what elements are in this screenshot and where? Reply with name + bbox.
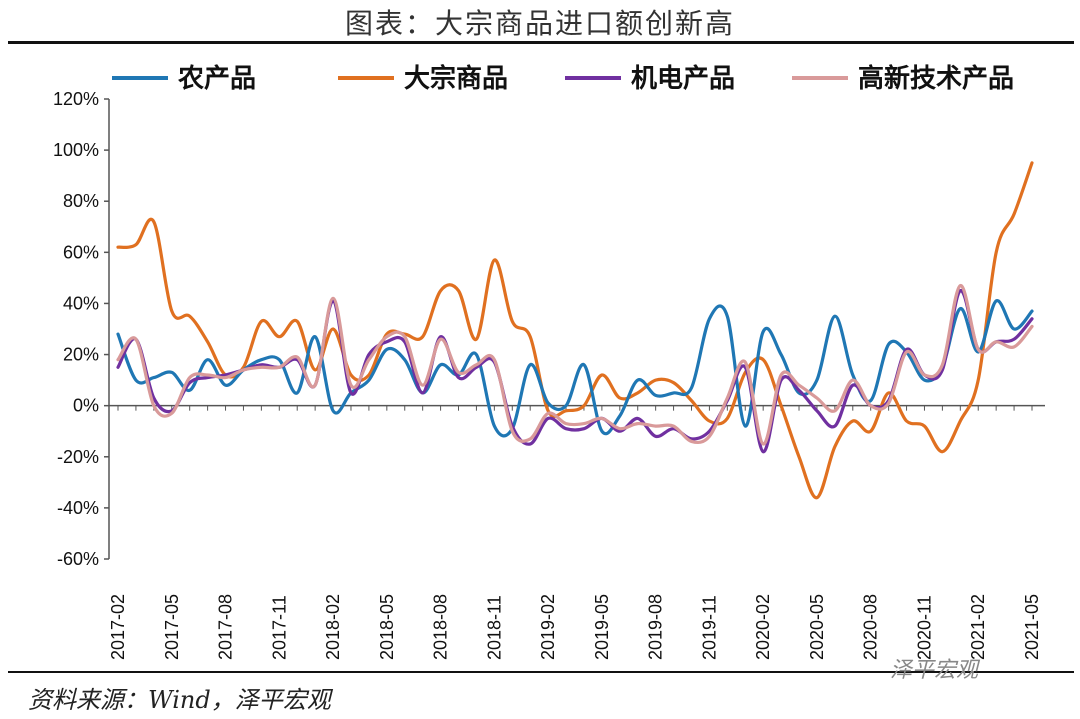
y-tick-label: 120%: [53, 89, 99, 109]
x-tick-label: 2017-05: [162, 594, 182, 660]
series-line-0: [116, 299, 1034, 438]
legend: 农产品 大宗商品 机电产品 高新技术产品: [112, 63, 1014, 94]
x-tick-label: 2018-08: [431, 594, 451, 660]
x-axis: 2017-02 2017-05 2017-08 2017-11 2018-02 2018-…: [108, 404, 1045, 660]
legend-label-1: 大宗商品: [404, 63, 508, 94]
y-tick-label: 0%: [73, 396, 99, 416]
x-tick-label: 2019-11: [699, 595, 719, 660]
x-tick-label: 2018-02: [323, 594, 343, 660]
watermark: 泽平宏观: [890, 658, 979, 683]
source-rule: [8, 671, 1074, 673]
source-note: 资料来源：Wind，泽平宏观: [28, 686, 331, 714]
series-line-2: [116, 289, 1034, 454]
y-tick-label: 20%: [63, 345, 99, 365]
y-tick-label: 80%: [63, 191, 99, 211]
x-tick-label: 2019-05: [592, 594, 612, 660]
series-lines: [116, 161, 1034, 500]
legend-label-2: 机电产品: [631, 64, 735, 94]
legend-label-0: 农产品: [177, 64, 256, 94]
y-tick-label: 60%: [63, 242, 99, 262]
x-tick-label: 2020-05: [807, 594, 827, 660]
y-tick-label: -60%: [57, 549, 99, 569]
title-rule: [8, 41, 1074, 44]
y-axis: 120% 100% 80% 60% 40% 20% 0% -20% -40% -60%: [53, 89, 110, 569]
x-tick-label: 2017-02: [108, 594, 128, 660]
x-tick-label: 2017-11: [269, 595, 289, 660]
x-tick-label: 2020-02: [753, 594, 773, 660]
x-tick-label: 2018-05: [377, 594, 397, 660]
x-tick-label: 2020-08: [861, 594, 881, 660]
y-tick-label: -40%: [57, 498, 99, 518]
series-line-1: [116, 161, 1034, 500]
x-tick-label: 2020-11: [914, 595, 934, 660]
y-tick-label: 100%: [53, 140, 99, 160]
legend-label-3: 高新技术产品: [858, 63, 1014, 94]
x-tick-label: 2021-02: [968, 594, 988, 660]
x-tick-label: 2017-08: [216, 594, 236, 660]
x-tick-label: 2018-11: [484, 595, 504, 660]
x-tick-label: 2019-02: [538, 594, 558, 660]
y-tick-label: -20%: [57, 447, 99, 467]
series-line-3: [116, 283, 1034, 446]
x-tick-label: 2019-08: [646, 594, 666, 660]
x-tick-label: 2021-05: [1022, 594, 1042, 660]
chart-title: 图表：大宗商品进口额创新高: [344, 7, 735, 40]
y-tick-label: 40%: [63, 293, 99, 313]
